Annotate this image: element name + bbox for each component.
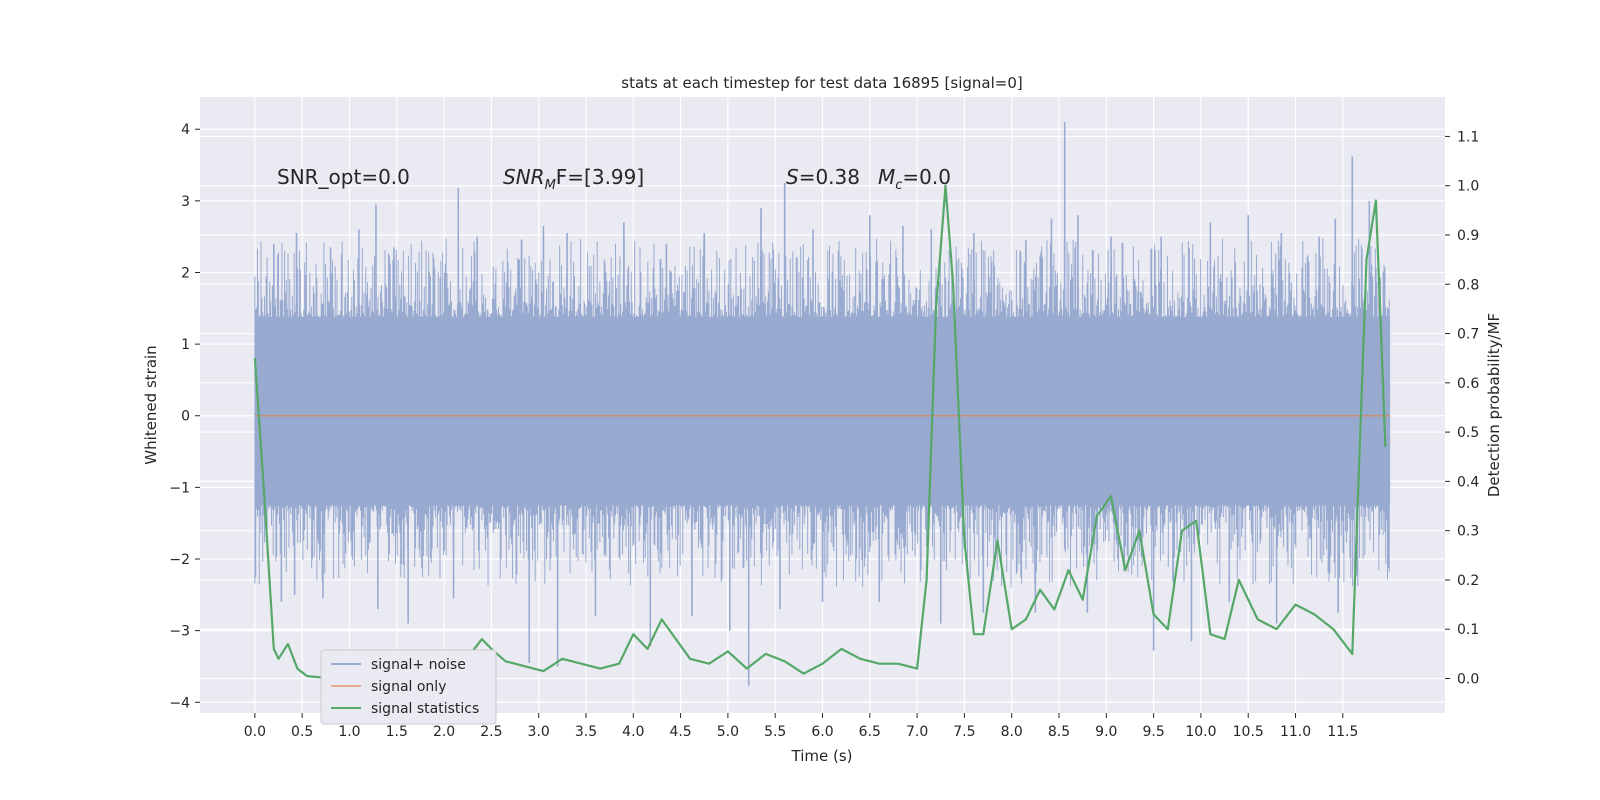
x-tick-label-2: 1.0 (338, 724, 360, 740)
x-tick-label-12: 6.0 (811, 724, 833, 740)
x-tick-label-6: 3.0 (528, 724, 550, 740)
y-right-tick-label-5: 0.5 (1457, 425, 1479, 441)
x-tick-label-5: 2.5 (480, 724, 502, 740)
y-right-tick-label-7: 0.7 (1457, 327, 1479, 343)
legend-label-stats: signal statistics (371, 701, 479, 717)
y-left-tick-label-1: −3 (169, 624, 190, 640)
y-left-tick-label-6: 2 (181, 265, 190, 281)
noise-texture (254, 238, 1390, 588)
x-tick-label-0: 0.0 (244, 724, 266, 740)
x-axis-ticks: 0.0 0.5 1.0 1.5 2.0 2.5 3.0 3.5 4.0 4.5 5.0 5.5 6.0 6… (244, 713, 1358, 740)
y-left-tick-label-5: 1 (181, 337, 190, 353)
y-left-tick-label-2: −2 (169, 552, 190, 568)
y-right-tick-label-11: 1.1 (1457, 129, 1479, 145)
y-right-tick-label-4: 0.4 (1457, 474, 1479, 490)
signal-noise-series (254, 122, 1391, 686)
x-tick-label-14: 7.0 (906, 724, 928, 740)
y-right-tick-label-9: 0.9 (1457, 228, 1479, 244)
annotation-s-mc: S=0.38 Mc=0.0 (786, 165, 951, 193)
mc-sub: c (895, 178, 902, 193)
x-tick-label-9: 4.5 (669, 724, 691, 740)
x-tick-label-4: 2.0 (433, 724, 455, 740)
x-tick-label-16: 8.0 (1001, 724, 1023, 740)
x-tick-label-20: 10.0 (1185, 724, 1216, 740)
y-left-tick-label-8: 4 (181, 122, 190, 138)
legend-label-signal-only: signal only (371, 679, 446, 695)
annotation-snr-opt: SNR_opt=0.0 (277, 165, 410, 189)
mc-var: M (878, 165, 895, 189)
x-tick-label-23: 11.5 (1327, 724, 1358, 740)
y-right-tick-label-3: 0.3 (1457, 524, 1479, 540)
x-tick-label-17: 8.5 (1048, 724, 1070, 740)
x-tick-label-10: 5.0 (717, 724, 739, 740)
y-right-tick-label-1: 0.1 (1457, 622, 1479, 638)
x-tick-label-18: 9.0 (1095, 724, 1117, 740)
mc-val: =0.0 (902, 165, 951, 189)
y-left-tick-label-3: −1 (169, 480, 190, 496)
snr-mf-sub: M (545, 178, 556, 193)
x-tick-label-21: 10.5 (1233, 724, 1264, 740)
annotation-snr-mf: SNRMF=[3.99] (503, 165, 644, 193)
x-tick-label-19: 9.5 (1142, 724, 1164, 740)
x-tick-label-3: 1.5 (386, 724, 408, 740)
s-var: S (786, 165, 799, 189)
x-axis-title: Time (s) (791, 747, 853, 765)
y-right-axis-ticks: 0.0 0.1 0.2 0.3 0.4 0.5 0.6 0.7 0.8 0.9 1.0 1.1 (1445, 129, 1479, 688)
y-left-tick-label-4: 0 (181, 409, 190, 425)
y-right-axis-title: Detection probability/MF (1485, 313, 1503, 497)
y-left-tick-label-7: 3 (181, 194, 190, 210)
x-tick-label-8: 4.0 (622, 724, 644, 740)
s-val: =0.38 (799, 165, 860, 189)
y-right-tick-label-10: 1.0 (1457, 179, 1479, 195)
x-tick-label-13: 6.5 (859, 724, 881, 740)
x-tick-label-7: 3.5 (575, 724, 597, 740)
y-right-tick-label-8: 0.8 (1457, 277, 1479, 293)
y-left-axis-ticks: −4 −3 −2 −1 0 1 2 3 4 (169, 122, 200, 711)
chart-title: stats at each timestep for test data 168… (621, 74, 1022, 92)
x-tick-label-1: 0.5 (291, 724, 313, 740)
y-right-tick-label-6: 0.6 (1457, 376, 1479, 392)
x-tick-label-15: 7.5 (953, 724, 975, 740)
y-left-axis-label: Whitened strain (142, 345, 160, 464)
legend-label-noise: signal+ noise (371, 657, 466, 673)
legend: signal+ noise signal only signal statist… (320, 649, 497, 725)
x-tick-label-11: 5.5 (764, 724, 786, 740)
y-right-tick-label-2: 0.2 (1457, 573, 1479, 589)
y-left-tick-label-0: −4 (169, 695, 190, 711)
snr-mf-main: SNR (503, 165, 545, 189)
y-right-tick-label-0: 0.0 (1457, 672, 1479, 688)
x-tick-label-22: 11.0 (1280, 724, 1311, 740)
legend-box (320, 649, 497, 725)
snr-mf-rest: F=[3.99] (556, 165, 644, 189)
